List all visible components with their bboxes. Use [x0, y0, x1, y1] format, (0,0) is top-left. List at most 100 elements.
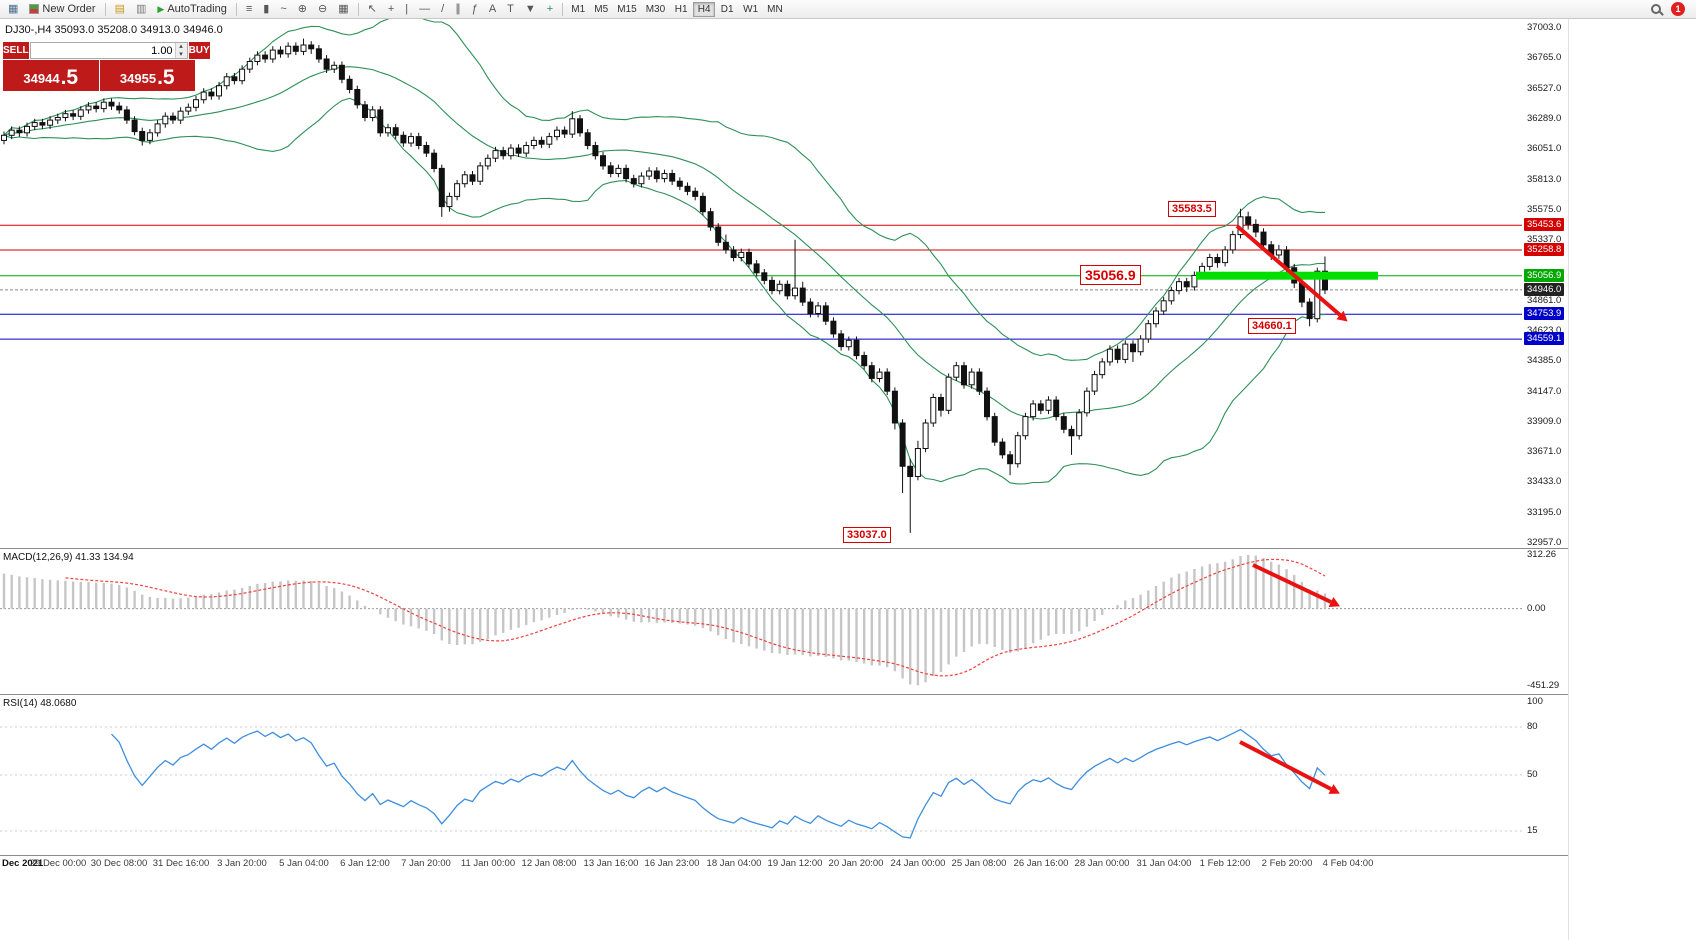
sell-price-button[interactable]: 34944 .5: [3, 60, 99, 91]
price-tick: 35813.0: [1527, 174, 1562, 185]
time-label: 29 Dec 00:00: [29, 858, 87, 869]
toolbar-separator: [562, 2, 564, 16]
indicators-icon[interactable]: +: [546, 2, 554, 15]
time-label: 13 Jan 16:00: [583, 858, 639, 869]
main-chart-canvas[interactable]: [0, 19, 1522, 548]
cursor-icon[interactable]: ↖: [367, 2, 377, 15]
text-label-icon[interactable]: T: [507, 2, 514, 15]
autotrading-button[interactable]: ▶ AutoTrading: [152, 1, 231, 18]
horizontal-line-icon[interactable]: —: [419, 2, 431, 15]
price-badge-red: 35453.6: [1524, 218, 1565, 231]
price-tick: 33195.0: [1527, 507, 1562, 518]
price-tick: 36527.0: [1527, 83, 1562, 94]
data-window-icon[interactable]: ▥: [136, 2, 147, 15]
candlestick-chart-icon[interactable]: ▮: [263, 2, 270, 15]
timeframe-mn[interactable]: MN: [767, 3, 783, 15]
tile-windows-icon[interactable]: ▦: [338, 2, 349, 15]
chart-area: DJ30-,H4 35093.0 35208.0 34913.0 34946.0…: [0, 19, 1696, 940]
arrows-tool-icon[interactable]: ▼: [524, 2, 536, 15]
buy-price-button[interactable]: 34955 .5: [99, 60, 195, 91]
price-tick: 37003.0: [1527, 22, 1562, 33]
new-chart-icon[interactable]: ▦: [8, 2, 19, 15]
autotrading-label: AutoTrading: [167, 3, 227, 15]
timeframe-m1[interactable]: M1: [571, 3, 586, 15]
timeframe-h4[interactable]: H4: [693, 1, 716, 17]
new-order-button[interactable]: New Order: [24, 1, 100, 18]
panel-separator[interactable]: [0, 694, 1568, 695]
notification-badge[interactable]: 1: [1671, 2, 1685, 16]
timeframe-h1[interactable]: H1: [674, 3, 688, 15]
toolbar-window-group: ▦: [3, 1, 23, 18]
crosshair-icon[interactable]: +: [387, 2, 395, 15]
timeframe-m15[interactable]: M15: [617, 3, 637, 15]
new-order-icon: [29, 4, 40, 14]
price-tick: 33671.0: [1527, 446, 1562, 457]
macd-label: MACD(12,26,9) 41.33 134.94: [3, 552, 134, 563]
price-tick: 36765.0: [1527, 52, 1562, 63]
one-click-trading-panel: SELL ▴ ▾ BUY 34944 .5 34955 .5: [3, 42, 210, 91]
volume-spinner: ▴ ▾: [174, 43, 187, 58]
price-badge-blue: 34753.9: [1524, 307, 1565, 320]
price-annotation[interactable]: 34660.1: [1248, 318, 1296, 334]
buy-button[interactable]: BUY: [188, 42, 210, 59]
price-tick: 35575.0: [1527, 204, 1562, 215]
price-annotation[interactable]: 33037.0: [843, 527, 891, 543]
trendline-icon[interactable]: /: [441, 2, 445, 15]
chart-info-line: DJ30-,H4 35093.0 35208.0 34913.0 34946.0: [5, 24, 223, 36]
price-annotation[interactable]: 35056.9: [1080, 265, 1141, 285]
line-chart-icon[interactable]: ~: [280, 2, 287, 15]
macd-axis-label: -451.29: [1527, 680, 1560, 691]
toolbar: ▦ New Order ▤ ▥ ▶ AutoTrading ≡ ▮ ~ ⊕ ⊖ ▦ ↖ + | —…: [0, 0, 1696, 19]
one-click-prices-row: 34944 .5 34955 .5: [3, 60, 195, 91]
price-annotation[interactable]: 35583.5: [1168, 201, 1216, 217]
timeframe-m5[interactable]: M5: [594, 3, 609, 15]
time-label: 16 Jan 23:00: [644, 858, 700, 869]
text-icon[interactable]: A: [488, 2, 497, 15]
price-tick: 36051.0: [1527, 143, 1562, 154]
rsi-axis-label: 50: [1527, 769, 1538, 780]
time-label: 25 Jan 08:00: [951, 858, 1007, 869]
market-watch-icon[interactable]: ▤: [114, 2, 125, 15]
volume-input[interactable]: [30, 43, 175, 58]
time-label: 12 Jan 08:00: [521, 858, 577, 869]
price-tick: 33909.0: [1527, 416, 1562, 427]
time-label: 20 Jan 20:00: [828, 858, 884, 869]
volume-up-button[interactable]: ▴: [175, 43, 187, 51]
time-label: 1 Feb 12:00: [1199, 858, 1251, 869]
time-label: 5 Jan 04:00: [279, 858, 329, 869]
macd-canvas[interactable]: [0, 549, 1522, 694]
rsi-canvas[interactable]: [0, 695, 1522, 855]
price-tick: 36289.0: [1527, 113, 1562, 124]
fibonacci-icon[interactable]: ƒ: [471, 2, 478, 15]
sell-button[interactable]: SELL: [3, 42, 29, 59]
time-label: 30 Dec 08:00: [90, 858, 148, 869]
price-tick: 34147.0: [1527, 386, 1562, 397]
time-label: 28 Jan 00:00: [1074, 858, 1130, 869]
one-click-top-row: SELL ▴ ▾ BUY: [3, 42, 210, 59]
bar-chart-icon[interactable]: ≡: [245, 2, 253, 15]
toolbar-separator: [104, 2, 106, 16]
price-badge-green: 35056.9: [1524, 269, 1565, 282]
zoom-in-icon[interactable]: ⊕: [297, 2, 307, 15]
vertical-line-icon[interactable]: |: [405, 2, 409, 15]
zoom-out-icon[interactable]: ⊖: [318, 2, 328, 15]
time-label: 18 Jan 04:00: [706, 858, 762, 869]
search-icon[interactable]: [1651, 4, 1661, 14]
time-label: 31 Dec 16:00: [152, 858, 210, 869]
timeframe-m30[interactable]: M30: [645, 3, 666, 15]
rsi-axis-label: 100: [1527, 696, 1543, 707]
timeframe-w1[interactable]: W1: [743, 3, 759, 15]
equidistant-channel-icon[interactable]: ∥: [455, 2, 461, 15]
price-tick: 32957.0: [1527, 537, 1562, 548]
volume-control: ▴ ▾: [29, 42, 188, 59]
price-tick: 34385.0: [1527, 355, 1562, 366]
time-label: 7 Jan 20:00: [401, 858, 451, 869]
timeframe-d1[interactable]: D1: [720, 3, 734, 15]
axis-edge-line: [1568, 19, 1569, 940]
toolbar-panels-group: ▤ ▥: [110, 1, 152, 18]
sell-price-base: 34944: [23, 71, 60, 86]
volume-down-button[interactable]: ▾: [175, 50, 187, 58]
time-label: 4 Feb 04:00: [1322, 858, 1374, 869]
rsi-label: RSI(14) 48.0680: [3, 698, 77, 709]
panel-separator[interactable]: [0, 548, 1568, 549]
